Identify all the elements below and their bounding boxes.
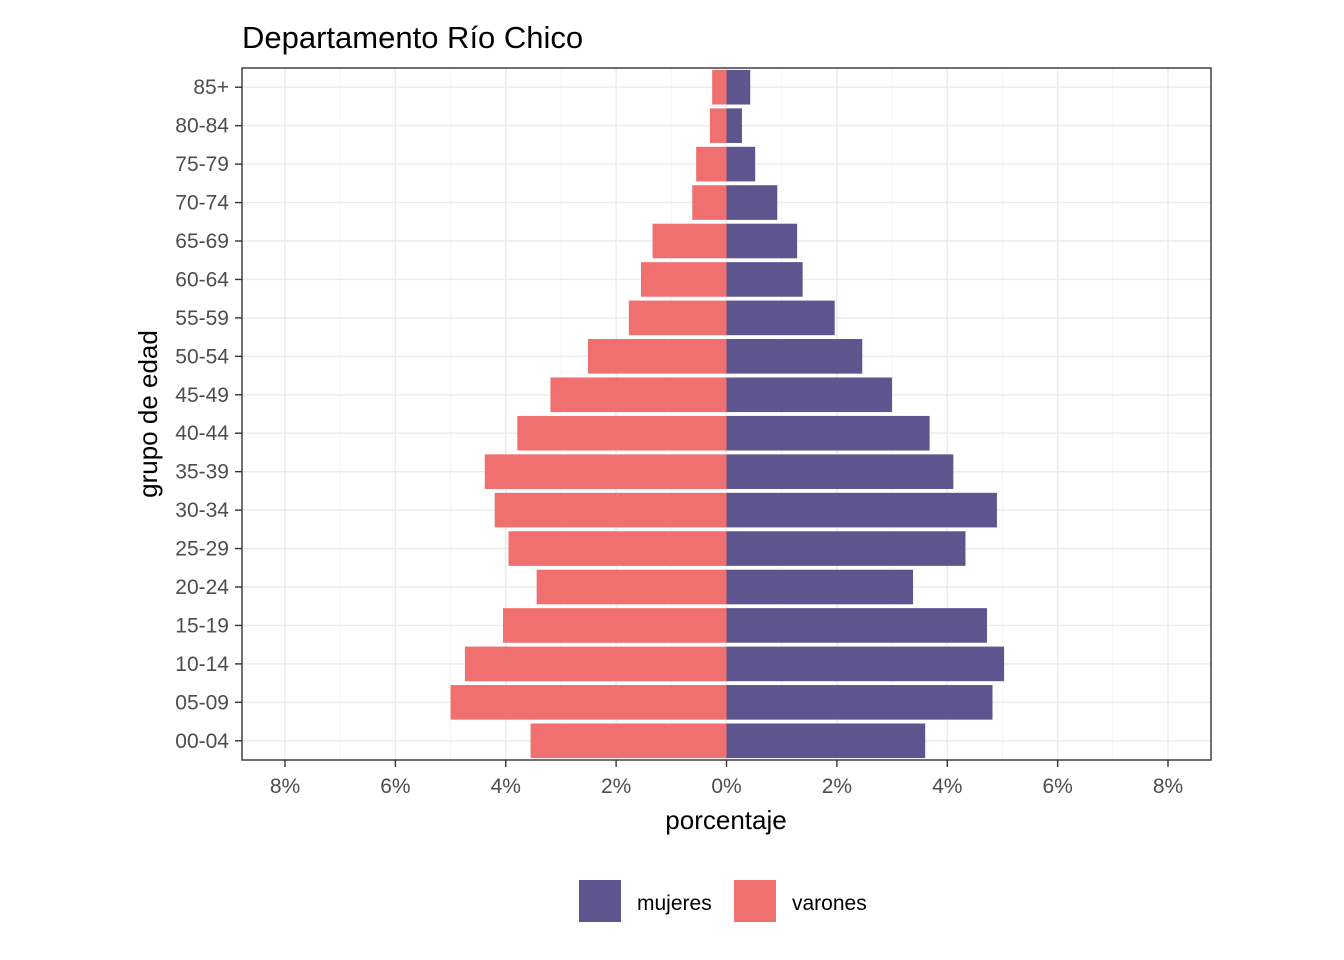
bar-varones-45-49: [550, 377, 727, 413]
bar-mujeres-50-54: [726, 339, 863, 374]
bar-mujeres-20-24: [726, 569, 914, 605]
bar-mujeres-30-34: [726, 492, 997, 528]
y-tick-label: 35-39: [175, 461, 229, 484]
x-tick-label: 2%: [601, 775, 631, 798]
bar-varones-25-29: [508, 531, 727, 566]
legend-key-varones: [734, 880, 776, 922]
bar-varones-60-64: [640, 262, 727, 297]
bar-varones-75-79: [696, 146, 727, 182]
x-tick-label: 8%: [270, 775, 300, 798]
bar-mujeres-40-44: [726, 415, 930, 451]
y-tick-label: 55-59: [175, 307, 229, 330]
y-tick-label: 80-84: [175, 115, 229, 138]
legend-label-mujeres: mujeres: [637, 892, 712, 915]
bars-group: [450, 69, 1005, 759]
bar-varones-20-24: [536, 569, 727, 605]
bar-mujeres-10-14: [726, 646, 1005, 682]
bar-varones-80-84: [709, 108, 727, 143]
y-tick-label: 50-54: [175, 345, 229, 368]
y-tick-label: 65-69: [175, 230, 229, 253]
bar-varones-10-14: [464, 646, 727, 682]
y-tick-label: 30-34: [175, 499, 229, 522]
x-tick-label: 0%: [711, 775, 741, 798]
x-tick-label: 6%: [1042, 775, 1072, 798]
x-tick-label: 2%: [822, 775, 852, 798]
x-axis-title: porcentaje: [665, 805, 786, 835]
bar-varones-85+: [712, 69, 727, 105]
bar-mujeres-05-09: [726, 685, 993, 720]
bar-mujeres-70-74: [726, 185, 778, 220]
y-tick-label: 15-19: [175, 614, 229, 637]
bar-varones-15-19: [502, 608, 727, 643]
bar-varones-35-39: [484, 454, 727, 489]
y-tick-label: 25-29: [175, 538, 229, 561]
x-tick-label: 6%: [380, 775, 410, 798]
bar-varones-55-59: [628, 300, 727, 336]
legend-label-varones: varones: [792, 892, 867, 915]
bar-varones-70-74: [692, 185, 727, 220]
x-axis: 8% 6% 4% 2% 0% 2% 4% 6% 8%: [270, 760, 1183, 798]
y-tick-label: 70-74: [175, 192, 229, 215]
bar-mujeres-15-19: [726, 608, 987, 643]
bar-varones-30-34: [494, 492, 727, 528]
bar-mujeres-00-04: [726, 723, 926, 759]
bar-mujeres-35-39: [726, 454, 954, 489]
y-tick-label: 10-14: [175, 653, 229, 676]
y-axis-title: grupo de edad: [133, 330, 163, 498]
x-tick-label: 8%: [1153, 775, 1183, 798]
bar-varones-65-69: [652, 223, 727, 259]
bar-mujeres-25-29: [726, 531, 966, 566]
y-tick-label: 60-64: [175, 268, 229, 291]
bar-varones-05-09: [450, 685, 727, 720]
bar-mujeres-85+: [726, 69, 751, 105]
legend-key-mujeres: [579, 880, 621, 922]
y-tick-label: 05-09: [175, 691, 229, 714]
chart-title: Departamento Río Chico: [242, 20, 583, 55]
bar-mujeres-65-69: [726, 223, 798, 259]
legend: mujeres varones: [579, 880, 867, 922]
bar-varones-40-44: [517, 415, 727, 451]
x-tick-label: 4%: [932, 775, 962, 798]
y-tick-label: 00-04: [175, 730, 229, 753]
y-tick-label: 20-24: [175, 576, 229, 599]
y-tick-label: 75-79: [175, 153, 229, 176]
y-tick-label: 85+: [193, 76, 229, 99]
y-tick-label: 45-49: [175, 384, 229, 407]
bar-mujeres-60-64: [726, 262, 803, 297]
bar-varones-50-54: [587, 339, 727, 374]
bar-mujeres-55-59: [726, 300, 835, 336]
bar-mujeres-75-79: [726, 146, 756, 182]
y-axis: 00-04 05-09 10-14 15-19 20-24 25-29 30-34 35-39…: [175, 76, 242, 753]
bar-mujeres-45-49: [726, 377, 893, 413]
bar-mujeres-80-84: [726, 108, 742, 143]
bar-varones-00-04: [530, 723, 727, 759]
y-tick-label: 40-44: [175, 422, 229, 445]
x-tick-label: 4%: [491, 775, 521, 798]
